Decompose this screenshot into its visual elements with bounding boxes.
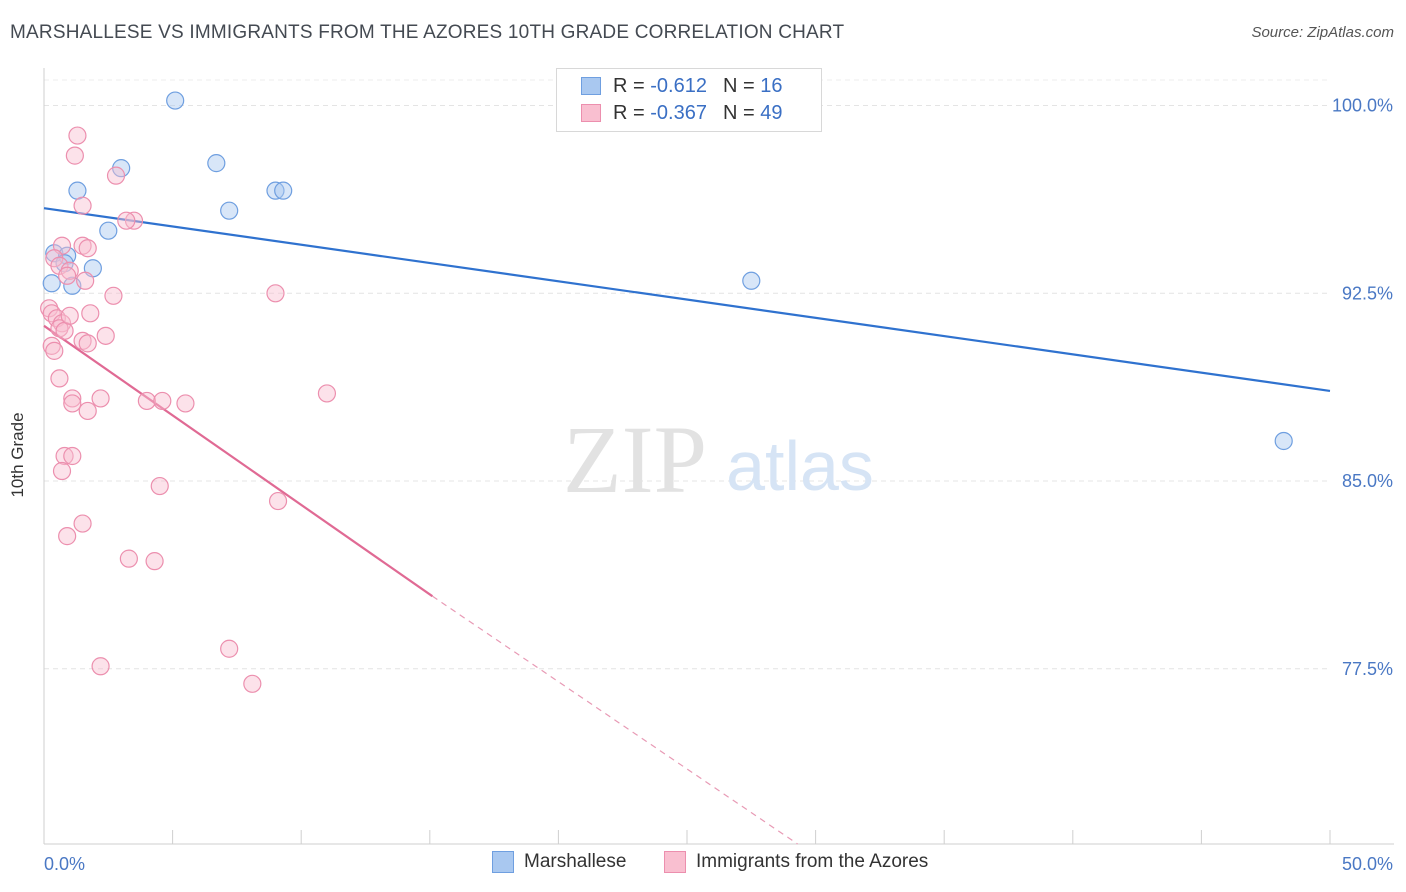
bottom-legend-swatch-azores: [664, 851, 686, 873]
point-azores: [176, 394, 195, 413]
point-azores: [104, 286, 123, 305]
n-label: N =: [722, 101, 755, 124]
point-marshallese: [68, 181, 87, 200]
point-azores: [50, 319, 69, 338]
point-azores: [55, 321, 74, 340]
r-value: -0.612: [650, 74, 707, 97]
point-azores: [60, 306, 79, 325]
y-tick-label: 85.0%: [1342, 471, 1393, 491]
point-azores: [58, 527, 77, 546]
gridlines: [44, 79, 1330, 670]
point-azores: [317, 384, 337, 403]
watermark-atlas: atlas: [726, 427, 874, 505]
point-azores: [73, 514, 92, 533]
point-azores: [68, 126, 87, 145]
trend-line-azores-extrapolated: [432, 595, 798, 845]
point-azores: [81, 304, 100, 323]
point-azores: [45, 341, 64, 360]
point-azores: [91, 389, 110, 408]
point-azores: [268, 491, 288, 511]
y-tick-label: 92.5%: [1342, 283, 1393, 303]
legend-swatch-marshallese: [581, 77, 601, 95]
point-azores: [63, 446, 82, 466]
trend-line-azores: [43, 324, 434, 598]
point-azores: [50, 256, 69, 275]
point-marshallese: [274, 181, 293, 200]
point-azores: [106, 166, 126, 185]
x-tick-label-max: 50.0%: [1342, 854, 1393, 874]
stats-legend: R = -0.612 N = 16 R = -0.367 N = 49: [556, 68, 822, 132]
bottom-legend-swatch-marshallese: [492, 851, 514, 873]
watermark: ZIP atlas: [563, 406, 874, 513]
point-azores: [65, 146, 84, 165]
point-marshallese: [220, 201, 239, 220]
point-azores: [266, 284, 285, 303]
data-points: [40, 91, 1293, 693]
bottom-legend-marshallese: Marshallese: [492, 851, 626, 873]
point-azores: [73, 196, 92, 215]
point-azores: [63, 394, 82, 413]
point-azores: [42, 336, 61, 355]
point-marshallese: [207, 154, 226, 173]
point-azores: [78, 334, 97, 353]
tick-labels: 77.5% 85.0% 92.5% 100.0% 0.0% 50.0%: [44, 96, 1393, 874]
point-azores: [63, 389, 82, 408]
bottom-legend-label-marshallese: Marshallese: [524, 851, 627, 872]
y-tick-label: 77.5%: [1342, 659, 1393, 679]
point-azores: [137, 391, 156, 411]
y-tick-label: 100.0%: [1332, 96, 1393, 116]
point-azores: [243, 674, 262, 693]
point-marshallese: [99, 221, 118, 240]
bottom-legend-label-azores: Immigrants from the Azores: [696, 851, 929, 872]
point-azores: [145, 552, 164, 571]
x-tick-label-min: 0.0%: [44, 854, 85, 874]
point-azores: [40, 299, 59, 318]
point-azores: [124, 211, 144, 230]
n-label: N =: [722, 74, 755, 97]
chart-title: MARSHALLESE VS IMMIGRANTS FROM THE AZORE…: [10, 22, 845, 43]
point-azores: [78, 239, 97, 258]
point-azores: [220, 639, 239, 658]
point-marshallese: [1274, 431, 1293, 451]
point-azores: [119, 549, 138, 568]
point-azores: [55, 446, 74, 466]
point-azores: [117, 211, 136, 230]
bottom-legend-azores: Immigrants from the Azores: [664, 851, 928, 873]
point-azores: [73, 331, 92, 350]
point-marshallese: [742, 271, 761, 290]
axes: [43, 68, 1394, 845]
n-value: 49: [760, 101, 783, 124]
point-azores: [153, 391, 172, 411]
watermark-zip: ZIP: [563, 406, 707, 513]
r-label: R =: [613, 74, 645, 97]
legend-swatch-azores: [581, 104, 601, 122]
point-azores: [78, 401, 97, 421]
point-azores: [52, 461, 72, 481]
point-azores: [50, 369, 69, 388]
point-azores: [73, 236, 92, 255]
point-azores: [58, 266, 77, 285]
r-label: R =: [613, 101, 645, 124]
point-azores: [60, 261, 79, 280]
r-value: -0.367: [650, 101, 707, 124]
n-value: 16: [760, 74, 783, 97]
legend-row-azores: R = -0.367 N = 49: [581, 100, 782, 126]
point-azores: [91, 657, 110, 676]
point-marshallese: [166, 91, 185, 110]
point-azores: [96, 326, 115, 345]
point-marshallese: [266, 181, 285, 200]
point-azores: [76, 271, 95, 290]
trend-lines: [43, 207, 1331, 845]
source-credit: Source: ZipAtlas.com: [1251, 24, 1394, 41]
point-marshallese: [42, 274, 61, 293]
point-azores: [150, 476, 169, 496]
trend-line-marshallese: [43, 207, 1331, 393]
legend-row-marshallese: R = -0.612 N = 16: [581, 73, 782, 99]
